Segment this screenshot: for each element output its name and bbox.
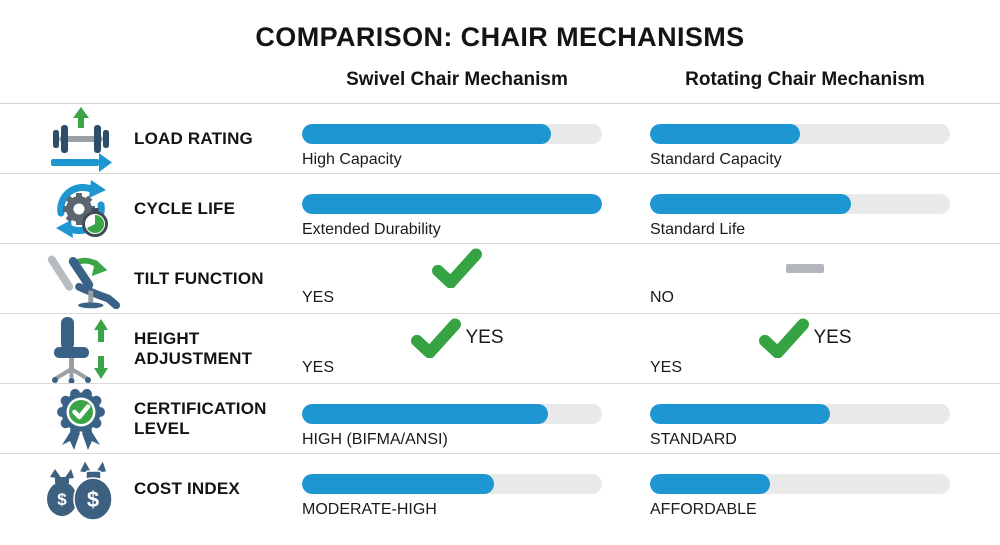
value-label: MODERATE-HIGH bbox=[302, 501, 437, 518]
progress-bar-track bbox=[650, 474, 950, 494]
column-header-row: Swivel Chair Mechanism Rotating Chair Me… bbox=[0, 69, 1000, 104]
swivel-tilt-cell: YES bbox=[302, 244, 612, 307]
value-label: YES bbox=[302, 359, 335, 376]
svg-text:$: $ bbox=[87, 487, 99, 512]
row-cycle-life: CYCLE LIFE Extended Durability Standard … bbox=[0, 174, 1000, 244]
check-icon bbox=[432, 248, 482, 288]
attribute-label: HEIGHT ADJUSTMENT bbox=[134, 328, 253, 368]
value-label: YES bbox=[302, 289, 335, 306]
swivel-cost-cell: MODERATE-HIGH bbox=[302, 454, 612, 519]
row-certification-level: CERTIFICATION LEVEL HIGH (BIFMA/ANSI) ST… bbox=[0, 384, 1000, 454]
attribute-label: CYCLE LIFE bbox=[134, 198, 236, 218]
progress-bar-track bbox=[302, 124, 602, 144]
money-bags-icon: $ $ bbox=[40, 454, 122, 524]
value-label: Standard Capacity bbox=[650, 151, 782, 168]
progress-bar-track bbox=[302, 404, 602, 424]
rotating-tilt-cell: NO bbox=[650, 244, 960, 307]
value-label: HIGH (BIFMA/ANSI) bbox=[302, 431, 448, 448]
page-title: COMPARISON: CHAIR MECHANISMS bbox=[255, 22, 745, 52]
progress-bar-track bbox=[650, 404, 950, 424]
rotating-cost-cell: AFFORDABLE bbox=[650, 454, 960, 519]
value-label: AFFORDABLE bbox=[650, 501, 757, 518]
swivel-cycle-life-cell: Extended Durability bbox=[302, 174, 612, 239]
height-adjustment-chair-icon bbox=[40, 315, 122, 383]
attribute-label: LOAD RATING bbox=[134, 128, 253, 148]
progress-bar-fill bbox=[650, 194, 851, 214]
swivel-load-rating-cell: High Capacity bbox=[302, 104, 612, 169]
swivel-height-cell: YES YES bbox=[302, 314, 612, 377]
value-label: High Capacity bbox=[302, 151, 402, 168]
column-header-rotating: Rotating Chair Mechanism bbox=[685, 69, 925, 90]
progress-bar-fill bbox=[650, 124, 800, 144]
value-label: Standard Life bbox=[650, 221, 746, 238]
row-cost-index: $ $ COST INDEX MODERATE-HIGH AFFORDABLE bbox=[0, 454, 1000, 524]
tilt-chair-icon bbox=[40, 249, 122, 309]
value-label: NO bbox=[650, 289, 674, 306]
attribute-label: CERTIFICATION LEVEL bbox=[134, 398, 267, 438]
row-load-rating: LOAD RATING High Capacity Standard Capac… bbox=[0, 104, 1000, 174]
swivel-certification-cell: HIGH (BIFMA/ANSI) bbox=[302, 384, 612, 449]
progress-bar-fill bbox=[302, 474, 494, 494]
svg-text:$: $ bbox=[57, 490, 67, 509]
progress-bar-fill bbox=[650, 404, 830, 424]
progress-bar-fill bbox=[302, 124, 551, 144]
row-tilt-function: TILT FUNCTION YES NO bbox=[0, 244, 1000, 314]
attribute-label: COST INDEX bbox=[134, 478, 240, 498]
dash-icon bbox=[786, 263, 824, 273]
inline-yes-label: YES bbox=[465, 327, 504, 348]
progress-bar-track bbox=[302, 474, 602, 494]
attribute-label: TILT FUNCTION bbox=[134, 268, 264, 288]
progress-bar-fill bbox=[302, 194, 602, 214]
certification-badge-icon bbox=[40, 384, 122, 454]
check-icon bbox=[759, 318, 810, 358]
rotating-cycle-life-cell: Standard Life bbox=[650, 174, 960, 239]
progress-bar-track bbox=[650, 194, 950, 214]
inline-yes-label: YES bbox=[813, 327, 852, 348]
column-header-swivel: Swivel Chair Mechanism bbox=[346, 69, 568, 90]
rotating-load-rating-cell: Standard Capacity bbox=[650, 104, 960, 169]
value-label: YES bbox=[650, 359, 683, 376]
rotating-height-cell: YES YES bbox=[650, 314, 960, 377]
cycle-gear-stopwatch-icon bbox=[40, 177, 122, 241]
value-label: STANDARD bbox=[650, 431, 737, 448]
progress-bar-track bbox=[650, 124, 950, 144]
row-height-adjustment: HEIGHT ADJUSTMENT YES YES YES YES bbox=[0, 314, 1000, 384]
progress-bar-fill bbox=[302, 404, 548, 424]
dumbbell-load-icon bbox=[40, 106, 122, 172]
rotating-certification-cell: STANDARD bbox=[650, 384, 960, 449]
progress-bar-fill bbox=[650, 474, 770, 494]
check-icon bbox=[411, 318, 462, 358]
progress-bar-track bbox=[302, 194, 602, 214]
value-label: Extended Durability bbox=[302, 221, 441, 238]
